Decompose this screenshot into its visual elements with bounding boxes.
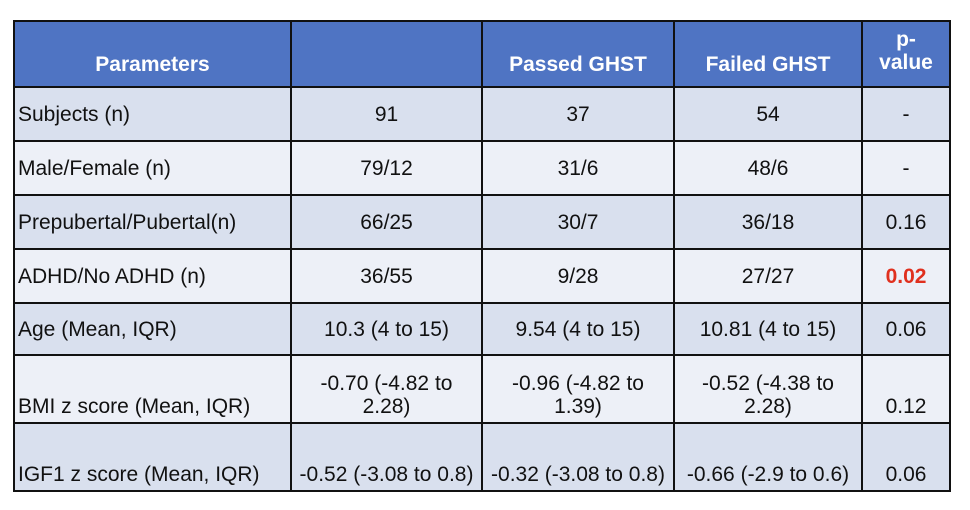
row-parameter: Age (Mean, IQR) — [13, 302, 292, 356]
row-failed: 27/27 — [673, 248, 863, 304]
row-total: -0.52 (-3.08 to 0.8) — [290, 422, 483, 492]
row-parameter: ADHD/No ADHD (n) — [13, 248, 292, 304]
row-total: 91 — [290, 86, 483, 142]
header-failed-ghst: Failed GHST — [673, 20, 863, 88]
row-p-value: 0.06 — [861, 302, 951, 356]
row-p-value: - — [861, 140, 951, 196]
row-passed: -0.32 (-3.08 to 0.8) — [481, 422, 675, 492]
row-failed: -0.52 (-4.38 to 2.28) — [673, 354, 863, 424]
row-passed: 9.54 (4 to 15) — [481, 302, 675, 356]
row-failed: 10.81 (4 to 15) — [673, 302, 863, 356]
header-p-value: p- value — [861, 20, 951, 88]
header-total — [290, 20, 483, 88]
row-parameter: Male/Female (n) — [13, 140, 292, 196]
row-p-value: - — [861, 86, 951, 142]
row-total: 36/55 — [290, 248, 483, 304]
row-total: 10.3 (4 to 15) — [290, 302, 483, 356]
row-passed: 31/6 — [481, 140, 675, 196]
table-row: IGF1 z score (Mean, IQR) -0.52 (-3.08 to… — [13, 422, 951, 492]
row-passed: 9/28 — [481, 248, 675, 304]
row-passed: 30/7 — [481, 194, 675, 250]
table-row: Male/Female (n) 79/12 31/6 48/6 - — [13, 140, 951, 196]
row-total: 79/12 — [290, 140, 483, 196]
row-p-value-significant: 0.02 — [861, 248, 951, 304]
table-row: ADHD/No ADHD (n) 36/55 9/28 27/27 0.02 — [13, 248, 951, 304]
row-passed: 37 — [481, 86, 675, 142]
parameters-table: Parameters Passed GHST Failed GHST p- va… — [13, 20, 951, 492]
table-row: BMI z score (Mean, IQR) -0.70 (-4.82 to … — [13, 354, 951, 424]
table-row: Prepubertal/Pubertal(n) 66/25 30/7 36/18… — [13, 194, 951, 250]
header-row: Parameters Passed GHST Failed GHST p- va… — [13, 20, 951, 88]
table-row: Subjects (n) 91 37 54 - — [13, 86, 951, 142]
row-p-value: 0.12 — [861, 354, 951, 424]
row-parameter: BMI z score (Mean, IQR) — [13, 354, 292, 424]
row-failed: 36/18 — [673, 194, 863, 250]
row-total: -0.70 (-4.82 to 2.28) — [290, 354, 483, 424]
header-parameters: Parameters — [13, 20, 292, 88]
row-parameter: Prepubertal/Pubertal(n) — [13, 194, 292, 250]
header-passed-ghst: Passed GHST — [481, 20, 675, 88]
row-failed: -0.66 (-2.9 to 0.6) — [673, 422, 863, 492]
row-total: 66/25 — [290, 194, 483, 250]
row-parameter: Subjects (n) — [13, 86, 292, 142]
row-passed: -0.96 (-4.82 to 1.39) — [481, 354, 675, 424]
row-p-value: 0.06 — [861, 422, 951, 492]
row-parameter: IGF1 z score (Mean, IQR) — [13, 422, 292, 492]
table-row: Age (Mean, IQR) 10.3 (4 to 15) 9.54 (4 t… — [13, 302, 951, 356]
row-p-value: 0.16 — [861, 194, 951, 250]
row-failed: 48/6 — [673, 140, 863, 196]
row-failed: 54 — [673, 86, 863, 142]
